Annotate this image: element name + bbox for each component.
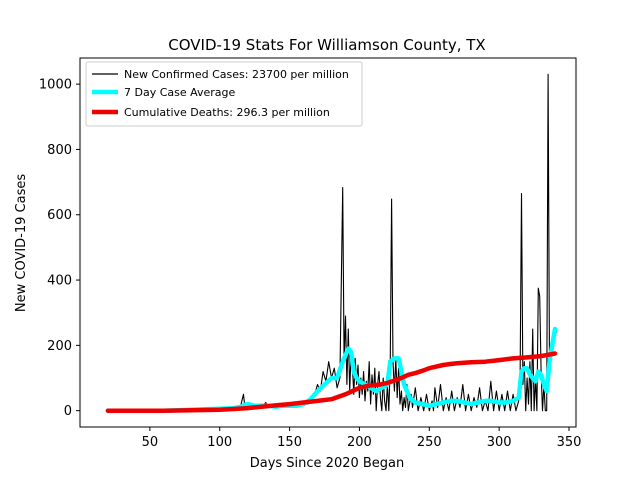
plot-lines — [105, 73, 558, 413]
legend: New Confirmed Cases: 23700 per million 7… — [85, 61, 363, 127]
y-tick-label: 0 — [64, 404, 72, 419]
legend-label-new-cases: New Confirmed Cases: 23700 per million — [124, 68, 349, 81]
x-tick-label: 350 — [557, 435, 582, 450]
y-tick-label: 800 — [47, 143, 72, 158]
legend-label-7day-avg: 7 Day Case Average — [124, 86, 236, 99]
series-cumulative-deaths-line — [105, 351, 558, 413]
x-tick-label: 250 — [417, 435, 442, 450]
x-tick-label: 50 — [142, 435, 159, 450]
chart-title: COVID-19 Stats For Williamson County, TX — [168, 36, 485, 54]
y-tick-label: 1000 — [39, 78, 72, 93]
x-tick-label: 100 — [207, 435, 232, 450]
legend-box — [85, 61, 363, 127]
y-axis-label: New COVID-19 Cases — [14, 174, 29, 312]
y-tick-label: 600 — [47, 208, 72, 223]
y-tick-label: 400 — [47, 274, 72, 289]
plot-frame — [79, 57, 577, 428]
x-axis-label: Days Since 2020 Began — [250, 456, 405, 471]
x-axis: 50 100 150 200 250 300 350 — [142, 427, 582, 450]
x-tick-label: 150 — [277, 435, 302, 450]
x-tick-label: 200 — [347, 435, 372, 450]
y-axis: 0 200 400 600 800 1000 — [39, 78, 80, 419]
y-tick-label: 200 — [47, 339, 72, 354]
legend-label-deaths: Cumulative Deaths: 296.3 per million — [124, 106, 330, 119]
x-tick-label: 300 — [487, 435, 512, 450]
